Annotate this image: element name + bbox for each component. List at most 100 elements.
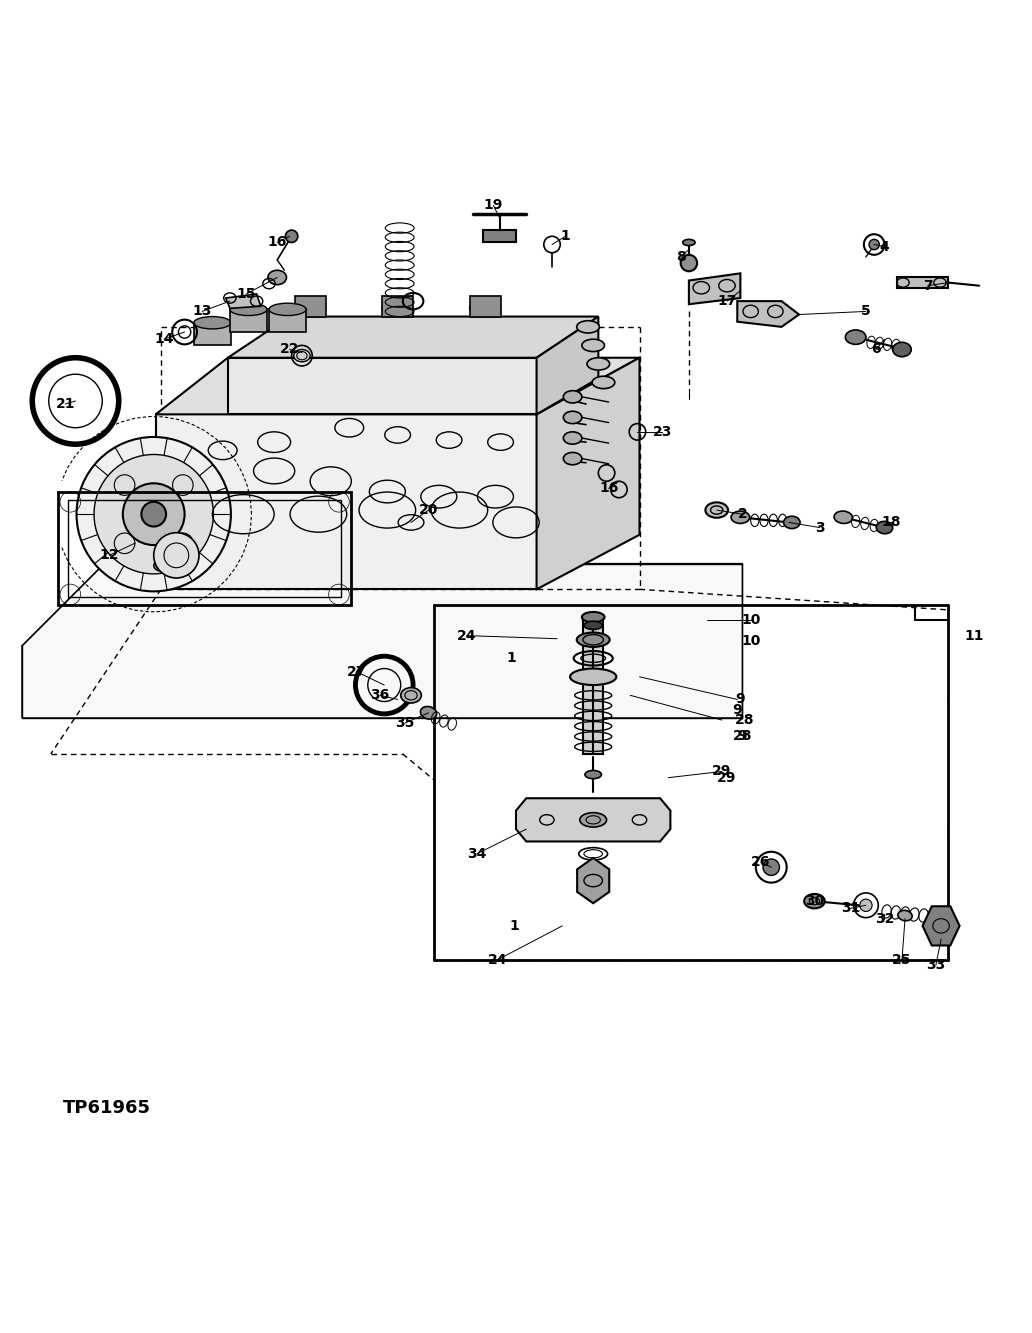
Text: 16: 16	[599, 481, 618, 496]
Text: 29: 29	[717, 770, 737, 785]
Polygon shape	[228, 357, 537, 415]
Text: 24: 24	[488, 953, 507, 966]
Ellipse shape	[400, 688, 421, 702]
Text: 18: 18	[882, 516, 901, 529]
Ellipse shape	[582, 612, 605, 623]
Text: 25: 25	[893, 953, 911, 966]
Polygon shape	[156, 357, 640, 415]
Bar	[295, 296, 325, 316]
Bar	[382, 296, 413, 316]
Ellipse shape	[563, 452, 582, 465]
Text: 28: 28	[733, 729, 752, 744]
Text: 9: 9	[733, 702, 742, 717]
Text: 14: 14	[154, 332, 173, 347]
Text: 34: 34	[467, 846, 486, 861]
Circle shape	[94, 455, 214, 575]
Text: 32: 32	[875, 912, 894, 925]
Text: 33: 33	[927, 958, 945, 972]
Ellipse shape	[592, 376, 615, 389]
Text: 9: 9	[738, 729, 747, 744]
Ellipse shape	[470, 301, 501, 316]
Ellipse shape	[269, 303, 307, 316]
Ellipse shape	[706, 503, 728, 517]
Text: 36: 36	[370, 688, 390, 702]
Ellipse shape	[893, 343, 911, 357]
Polygon shape	[923, 906, 960, 945]
Ellipse shape	[295, 301, 325, 316]
Bar	[583, 620, 604, 754]
Text: 20: 20	[419, 503, 439, 517]
Ellipse shape	[845, 331, 866, 344]
Ellipse shape	[563, 391, 582, 403]
Text: 29: 29	[712, 765, 732, 778]
Bar	[68, 500, 341, 596]
Polygon shape	[226, 293, 261, 308]
Ellipse shape	[585, 770, 602, 778]
Bar	[483, 231, 516, 243]
Text: 9: 9	[736, 692, 745, 706]
Text: 10: 10	[741, 613, 761, 628]
Polygon shape	[156, 415, 537, 589]
Ellipse shape	[230, 303, 267, 316]
Text: 24: 24	[457, 629, 477, 643]
Polygon shape	[22, 564, 742, 718]
Ellipse shape	[577, 633, 610, 647]
Circle shape	[76, 437, 231, 592]
Text: 16: 16	[267, 236, 287, 249]
Text: 4: 4	[879, 240, 890, 253]
Ellipse shape	[382, 301, 413, 316]
Text: 5: 5	[861, 304, 871, 319]
Polygon shape	[228, 316, 599, 357]
Text: 26: 26	[751, 854, 771, 869]
Text: 11: 11	[964, 629, 983, 643]
Bar	[470, 296, 501, 316]
Ellipse shape	[587, 357, 610, 371]
Circle shape	[763, 858, 779, 876]
Ellipse shape	[154, 560, 174, 572]
Ellipse shape	[683, 240, 696, 245]
Ellipse shape	[563, 412, 582, 424]
Text: 31: 31	[841, 901, 861, 916]
Ellipse shape	[876, 521, 893, 533]
Text: 1: 1	[560, 229, 571, 244]
Polygon shape	[577, 858, 609, 904]
Text: 17: 17	[717, 295, 737, 308]
Polygon shape	[737, 301, 799, 327]
Polygon shape	[689, 273, 740, 304]
Text: 3: 3	[815, 521, 825, 535]
Ellipse shape	[563, 432, 582, 444]
Text: 23: 23	[652, 425, 672, 439]
Text: 13: 13	[192, 304, 212, 319]
Circle shape	[123, 484, 185, 545]
Bar	[58, 492, 351, 605]
Text: 22: 22	[280, 343, 299, 356]
Ellipse shape	[804, 894, 825, 908]
Ellipse shape	[582, 339, 605, 352]
Circle shape	[681, 255, 698, 272]
Text: 6: 6	[871, 343, 881, 356]
Ellipse shape	[194, 316, 231, 329]
Ellipse shape	[577, 321, 600, 333]
Circle shape	[141, 501, 166, 527]
Ellipse shape	[268, 271, 287, 285]
Circle shape	[869, 240, 879, 249]
Ellipse shape	[570, 669, 616, 685]
Circle shape	[154, 533, 199, 579]
Polygon shape	[537, 357, 640, 589]
Ellipse shape	[420, 706, 437, 718]
Polygon shape	[230, 309, 267, 332]
Polygon shape	[516, 798, 671, 841]
Ellipse shape	[783, 516, 800, 529]
Polygon shape	[269, 309, 307, 332]
Text: 2: 2	[738, 507, 747, 521]
Text: 35: 35	[395, 716, 415, 730]
Text: 1: 1	[509, 918, 519, 933]
Text: 27: 27	[347, 665, 366, 678]
Polygon shape	[194, 323, 231, 345]
Ellipse shape	[731, 511, 749, 524]
Text: 7: 7	[923, 279, 933, 293]
Text: 19: 19	[484, 199, 503, 212]
Polygon shape	[897, 277, 948, 288]
Text: 21: 21	[56, 397, 75, 411]
Circle shape	[860, 898, 872, 912]
